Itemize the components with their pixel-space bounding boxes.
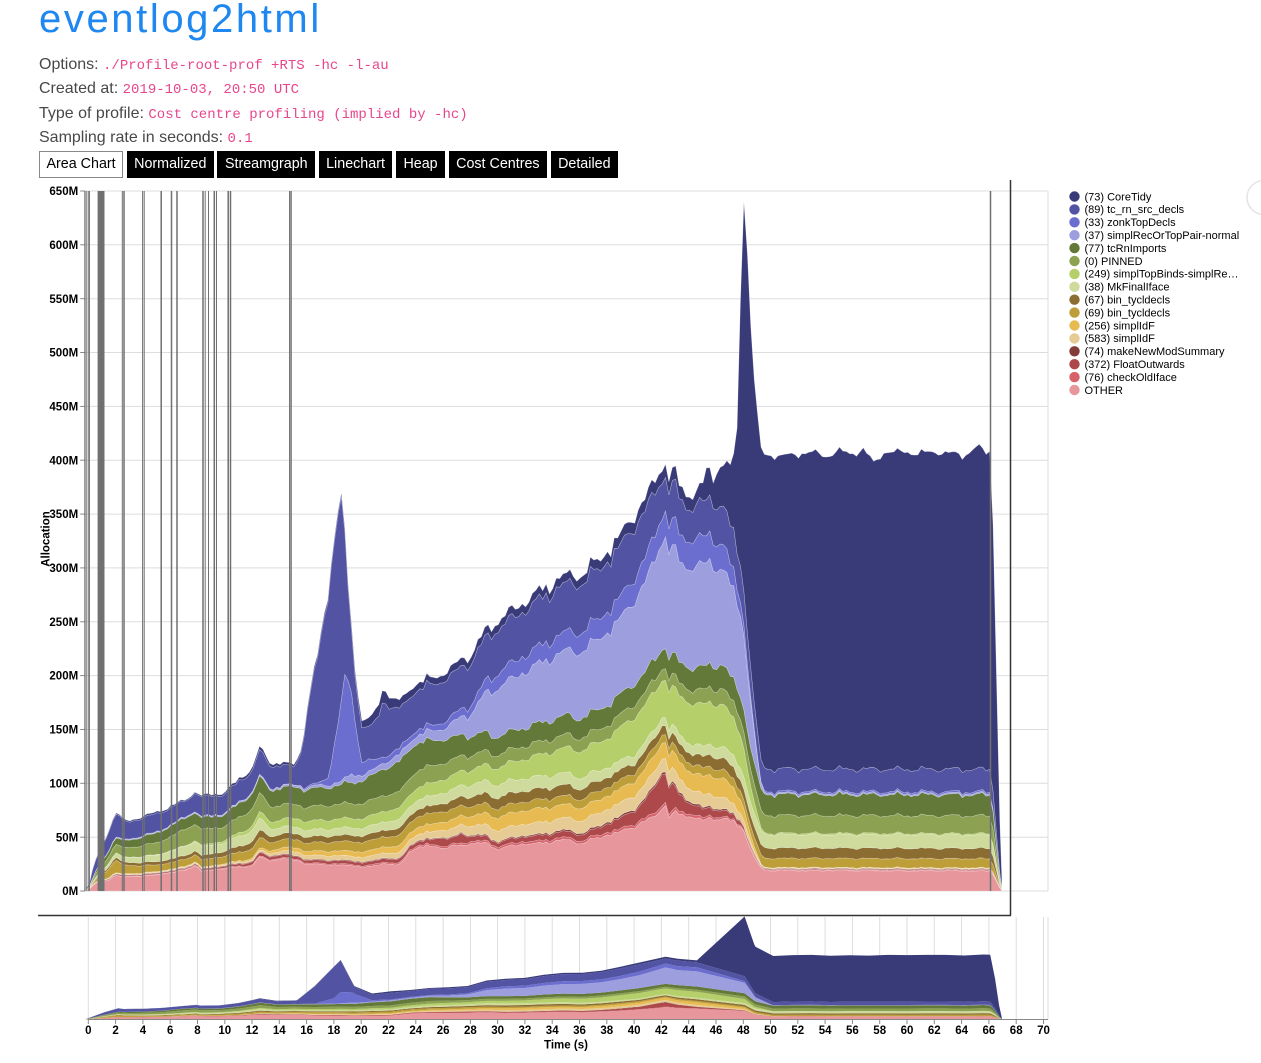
svg-text:60: 60 bbox=[901, 1025, 914, 1037]
svg-text:64: 64 bbox=[955, 1025, 968, 1037]
svg-text:8: 8 bbox=[194, 1025, 201, 1037]
svg-text:2: 2 bbox=[112, 1025, 118, 1037]
svg-text:40: 40 bbox=[628, 1025, 641, 1037]
svg-text:62: 62 bbox=[928, 1025, 941, 1037]
svg-text:28: 28 bbox=[464, 1025, 477, 1037]
svg-text:24: 24 bbox=[409, 1025, 422, 1037]
svg-text:16: 16 bbox=[300, 1025, 313, 1037]
svg-text:0M: 0M bbox=[62, 886, 78, 898]
svg-text:68: 68 bbox=[1010, 1025, 1023, 1037]
svg-text:26: 26 bbox=[437, 1025, 450, 1037]
svg-text:44: 44 bbox=[682, 1025, 695, 1037]
svg-text:Time (s): Time (s) bbox=[544, 1040, 588, 1052]
svg-text:58: 58 bbox=[873, 1025, 886, 1037]
svg-text:(76) checkOldIface: (76) checkOldIface bbox=[1085, 372, 1177, 384]
svg-text:150M: 150M bbox=[49, 725, 78, 737]
svg-text:(0) PINNED: (0) PINNED bbox=[1085, 256, 1143, 268]
svg-text:550M: 550M bbox=[49, 294, 78, 306]
svg-text:(67) bin_tycldecls: (67) bin_tycldecls bbox=[1085, 295, 1171, 307]
svg-text:300M: 300M bbox=[49, 563, 78, 575]
svg-text:54: 54 bbox=[819, 1025, 832, 1037]
svg-text:400M: 400M bbox=[49, 455, 78, 467]
svg-text:32: 32 bbox=[519, 1025, 532, 1037]
svg-text:(583) simplIdF: (583) simplIdF bbox=[1085, 333, 1156, 345]
svg-text:(73) CoreTidy: (73) CoreTidy bbox=[1085, 191, 1152, 203]
svg-text:14: 14 bbox=[273, 1025, 286, 1037]
svg-text:20: 20 bbox=[355, 1025, 368, 1037]
svg-text:38: 38 bbox=[600, 1025, 613, 1037]
svg-text:4: 4 bbox=[140, 1025, 147, 1037]
svg-text:70: 70 bbox=[1037, 1025, 1050, 1037]
svg-text:(74) makeNewModSummary: (74) makeNewModSummary bbox=[1085, 346, 1225, 358]
svg-text:30: 30 bbox=[491, 1025, 504, 1037]
svg-text:50: 50 bbox=[764, 1025, 777, 1037]
svg-text:250M: 250M bbox=[49, 617, 78, 629]
svg-text:OTHER: OTHER bbox=[1085, 385, 1124, 397]
svg-text:18: 18 bbox=[328, 1025, 341, 1037]
svg-text:(77) tcRnImports: (77) tcRnImports bbox=[1085, 243, 1167, 255]
svg-text:(249) simplTopBinds-simplRe…: (249) simplTopBinds-simplRe… bbox=[1085, 269, 1239, 281]
svg-text:(38) MkFinalIface: (38) MkFinalIface bbox=[1085, 282, 1170, 294]
svg-text:56: 56 bbox=[846, 1025, 859, 1037]
svg-text:(37) simplRecOrTopPair-normal: (37) simplRecOrTopPair-normal bbox=[1085, 230, 1240, 242]
svg-text:36: 36 bbox=[573, 1025, 586, 1037]
svg-text:100M: 100M bbox=[49, 778, 78, 790]
svg-text:650M: 650M bbox=[49, 186, 78, 198]
svg-text:(372) FloatOutwards: (372) FloatOutwards bbox=[1085, 359, 1186, 371]
svg-text:Allocation: Allocation bbox=[40, 511, 52, 567]
svg-text:600M: 600M bbox=[49, 240, 78, 252]
svg-text:48: 48 bbox=[737, 1025, 750, 1037]
svg-text:42: 42 bbox=[655, 1025, 668, 1037]
svg-text:12: 12 bbox=[246, 1025, 259, 1037]
svg-text:0: 0 bbox=[85, 1025, 91, 1037]
svg-text:200M: 200M bbox=[49, 671, 78, 683]
svg-text:52: 52 bbox=[791, 1025, 804, 1037]
svg-text:50M: 50M bbox=[56, 832, 78, 844]
svg-text:(256) simplIdF: (256) simplIdF bbox=[1085, 320, 1156, 332]
svg-text:450M: 450M bbox=[49, 402, 78, 414]
svg-text:500M: 500M bbox=[49, 348, 78, 360]
svg-text:350M: 350M bbox=[49, 509, 78, 521]
svg-text:66: 66 bbox=[983, 1025, 996, 1037]
svg-text:34: 34 bbox=[546, 1025, 559, 1037]
svg-text:22: 22 bbox=[382, 1025, 395, 1037]
svg-text:(89) tc_rn_src_decls: (89) tc_rn_src_decls bbox=[1085, 204, 1185, 216]
svg-text:(33) zonkTopDecls: (33) zonkTopDecls bbox=[1085, 217, 1177, 229]
svg-text:(69) bin_tycldecls: (69) bin_tycldecls bbox=[1085, 307, 1171, 319]
svg-text:10: 10 bbox=[218, 1025, 231, 1037]
svg-text:46: 46 bbox=[710, 1025, 723, 1037]
svg-text:6: 6 bbox=[167, 1025, 173, 1037]
